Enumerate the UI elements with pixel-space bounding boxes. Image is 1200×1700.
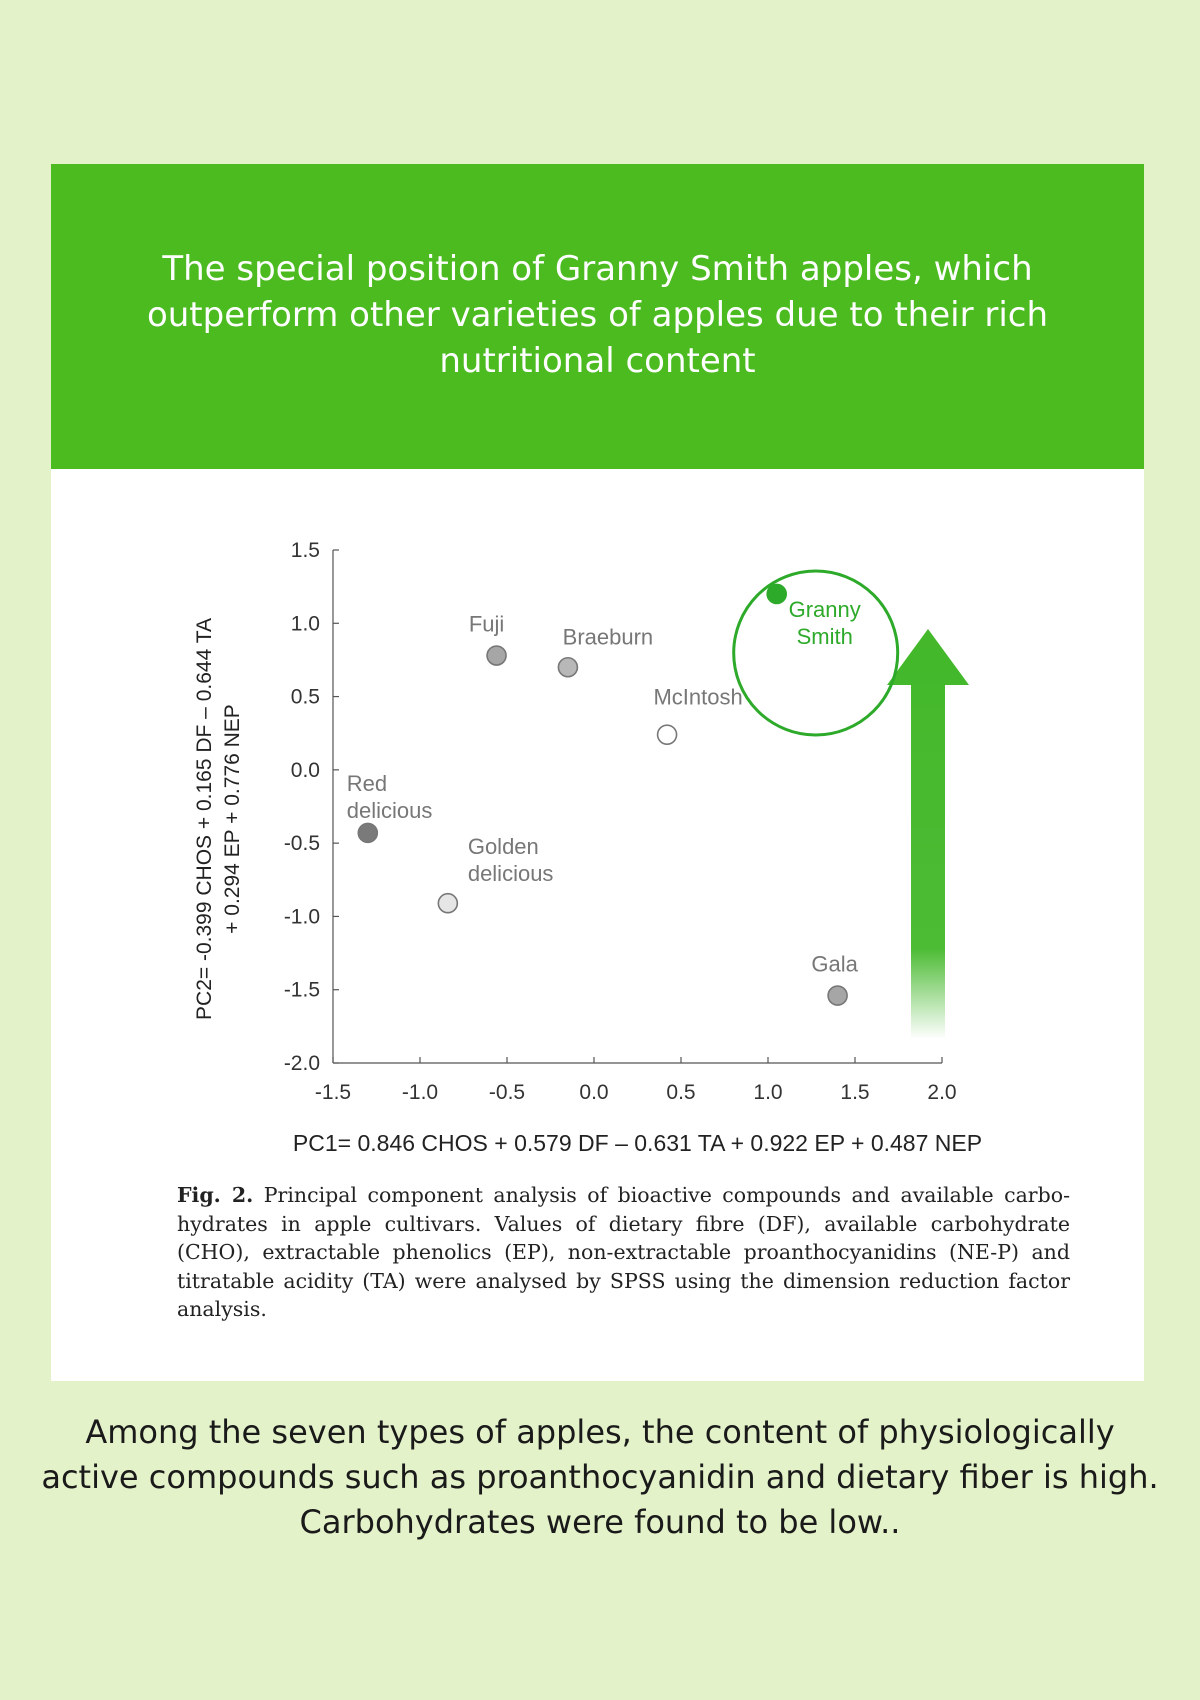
- y-tick-label: 0.5: [291, 686, 320, 709]
- point-label-braeburn: Braeburn: [563, 624, 654, 649]
- y-tick-label: 0.0: [291, 759, 320, 782]
- point-label-line: Smith: [797, 624, 853, 649]
- y-tick-label: -0.5: [284, 832, 320, 855]
- y-tick-label: 1.0: [291, 612, 320, 635]
- data-point-braeburn: [557, 656, 579, 678]
- title-banner: The special position of Granny Smith app…: [51, 164, 1144, 469]
- data-point-fuji: [486, 645, 507, 666]
- highlight-ring-granny: [732, 569, 900, 737]
- x-tick-label: 1.0: [753, 1081, 782, 1104]
- point-label-line: McIntosh: [653, 685, 742, 710]
- point-label-line: Gala: [811, 952, 858, 977]
- x-tick-label: 0.0: [579, 1081, 608, 1104]
- chart-panel: 1.5 1.0 0.5 0.0 -0.5 -1.0 -1.5 -2.0 -1.5 -1.0 -0.5…: [51, 469, 1144, 1381]
- y-tick-label: -2.0: [284, 1052, 320, 1075]
- y-axis-title-line-1: PC2= -0.399 CHOS + 0.165 DF – 0.644 TA: [193, 618, 216, 1020]
- x-tick-label: -0.5: [489, 1081, 525, 1104]
- x-tick-label: -1.5: [315, 1081, 351, 1104]
- point-label-granny: Granny Smith: [789, 597, 861, 649]
- x-tick-label: -1.0: [402, 1081, 438, 1104]
- point-label-line: delicious: [468, 861, 554, 886]
- summary-line-3: Carbohydrates were found to be low..: [299, 1503, 901, 1541]
- banner-title: The special position of Granny Smith app…: [146, 248, 1049, 381]
- point-label-golden: Golden delicious: [468, 834, 554, 886]
- x-tick-label: 2.0: [927, 1081, 956, 1104]
- data-point-gala: [827, 985, 848, 1006]
- caption-text: Principal component analysis of bioactiv…: [177, 1183, 1070, 1321]
- figure-label: Fig. 2.: [177, 1183, 254, 1207]
- figure-caption: Fig. 2. Principal component analysis of …: [177, 1181, 1070, 1324]
- data-point-mcintosh: [656, 724, 678, 745]
- point-label-line: Granny: [789, 597, 861, 622]
- point-label-line: delicious: [347, 798, 433, 823]
- summary-line-2: active compounds such as proanthocyanidi…: [41, 1458, 1159, 1496]
- point-label-red: Red delicious: [347, 771, 433, 823]
- pca-scatter-chart: 1.5 1.0 0.5 0.0 -0.5 -1.0 -1.5 -2.0 -1.5 -1.0 -0.5…: [193, 539, 982, 1156]
- x-tick-label: 0.5: [666, 1081, 695, 1104]
- y-tick-label: 1.5: [291, 539, 320, 562]
- point-label-line: Fuji: [469, 612, 504, 637]
- point-label-line: Braeburn: [563, 624, 654, 649]
- x-tick-label: 1.5: [840, 1081, 869, 1104]
- summary-text: Among the seven types of apples, the con…: [20, 1410, 1180, 1545]
- y-tick-label: -1.0: [284, 905, 320, 928]
- data-point-red: [357, 822, 379, 844]
- data-point-golden: [437, 892, 459, 914]
- up-arrow-icon: [887, 629, 969, 1039]
- point-label-mcintosh: McIntosh: [653, 685, 742, 710]
- point-label-gala: Gala: [811, 952, 858, 977]
- x-axis-title: PC1= 0.846 CHOS + 0.579 DF – 0.631 TA + …: [293, 1130, 982, 1156]
- summary-line-1: Among the seven types of apples, the con…: [85, 1413, 1115, 1451]
- point-label-line: Golden: [468, 834, 539, 859]
- point-label-fuji: Fuji: [469, 612, 504, 637]
- y-tick-label: -1.5: [284, 979, 320, 1002]
- data-point-granny: [766, 583, 788, 605]
- y-axis-title-line-2: + 0.294 EP + 0.776 NEP: [221, 704, 244, 934]
- point-label-line: Red: [347, 771, 387, 796]
